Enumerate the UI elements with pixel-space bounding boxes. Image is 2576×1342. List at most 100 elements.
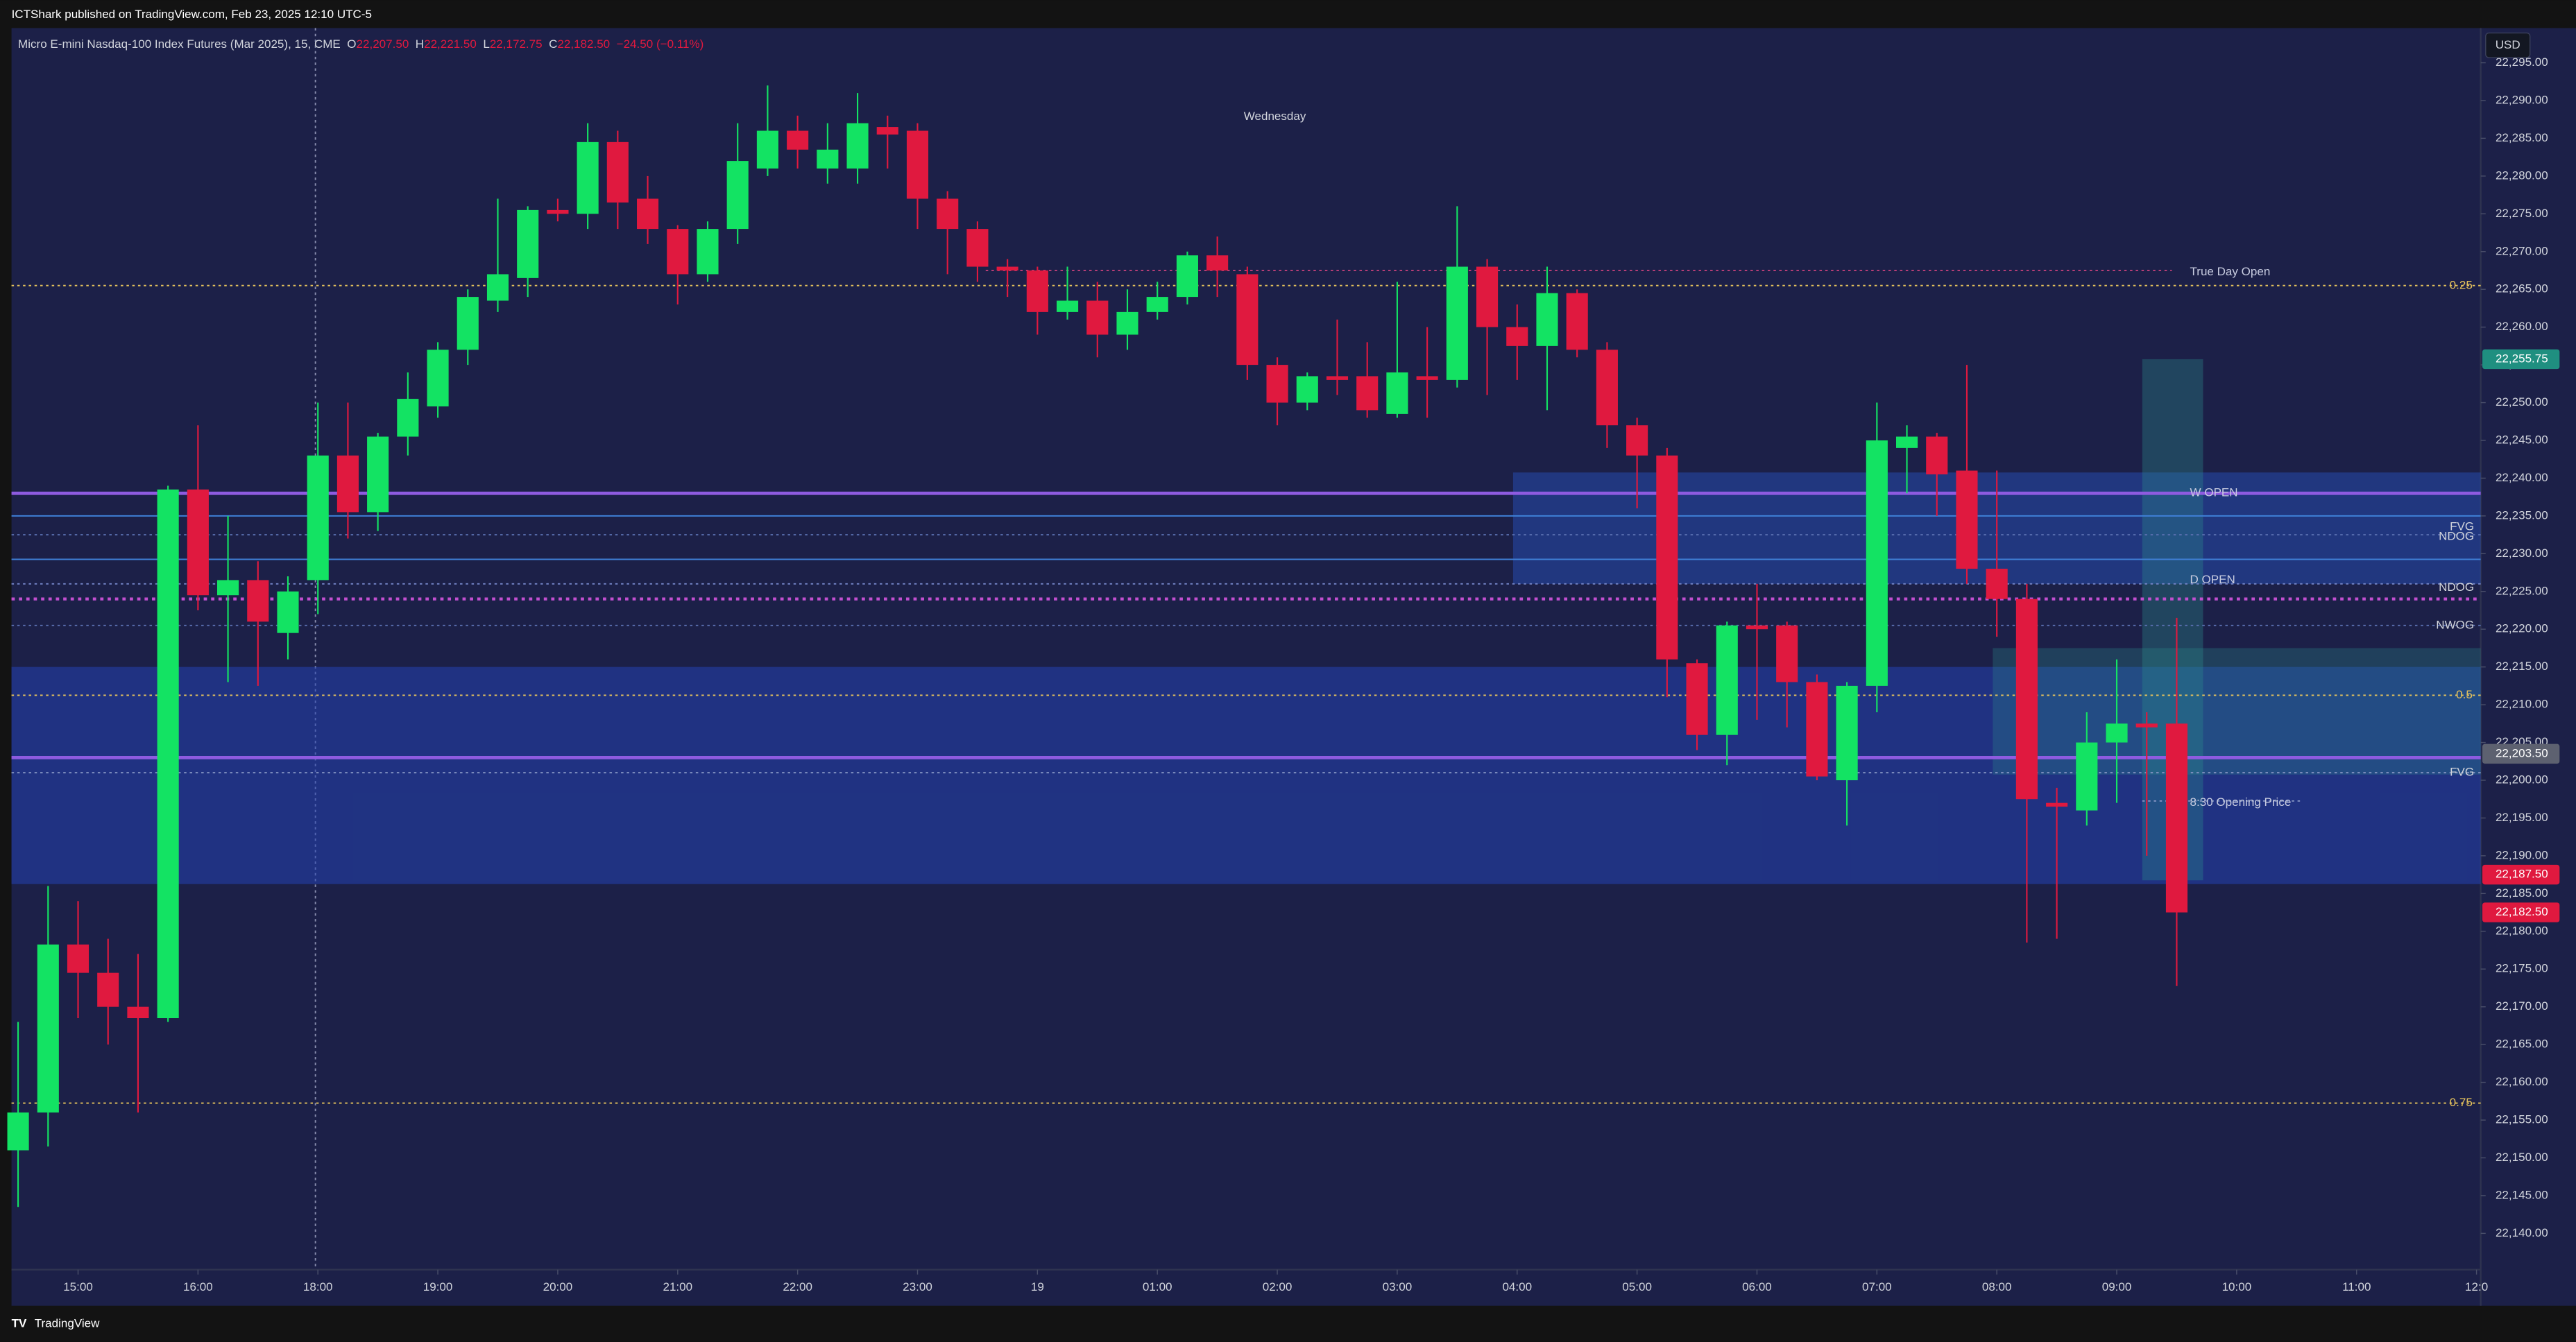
candle-body [1386,372,1408,414]
candle-body [1626,425,1648,456]
x-tick-label: 04:00 [1502,1280,1532,1293]
y-tick-label: 22,165.00 [2496,1038,2548,1051]
currency-box [2485,32,2531,58]
candle-body [1506,327,1528,346]
header: ICTShark published on TradingView.com, F… [12,8,372,21]
legend-key: H [416,37,424,51]
y-tick-label: 22,155.00 [2496,1113,2548,1126]
x-tick-label: 16:00 [183,1280,213,1293]
x-tick-label: 23:00 [903,1280,932,1293]
candle-body [1326,376,1349,380]
candle-body [187,489,209,596]
x-tick-label: 05:00 [1622,1280,1652,1293]
candle-body [2046,802,2068,807]
annotation: D OPEN [2190,573,2235,586]
x-tick-label: 15:00 [63,1280,93,1293]
zone [1993,648,2481,775]
price-tag-label: 22,187.50 [2496,868,2548,881]
price-tag [2482,349,2560,370]
candle-body [1776,625,1798,682]
candle-body [1446,266,1468,380]
candle-body [1266,365,1288,403]
y-tick-label: 22,280.00 [2496,169,2548,182]
y-tick-label: 22,215.00 [2496,660,2548,673]
candle-body [1536,293,1558,346]
candle-body [937,198,959,230]
candle-body [1057,300,1079,312]
candle-body [517,209,539,278]
candle-body [1866,440,1888,686]
candle-body [1895,436,1918,448]
candle-body [726,161,749,230]
y-tick-label: 22,240.00 [2496,471,2548,484]
candle-body [277,591,299,633]
x-tick-label: 20:00 [543,1280,573,1293]
currency: USD [2496,38,2520,51]
y-tick-label: 22,275.00 [2496,207,2548,220]
candle-body [157,489,179,1019]
y-tick-label: 22,175.00 [2496,962,2548,975]
price-tag [2482,864,2560,885]
candle-body [97,972,119,1007]
y-tick-label: 22,245.00 [2496,433,2548,446]
y-tick-label: 22,190.00 [2496,848,2548,861]
candle-body [307,455,329,580]
y-tick-label: 22,170.00 [2496,999,2548,1013]
legend: Micro E-mini Nasdaq-100 Index Futures (M… [18,37,703,51]
candle-body [667,229,689,275]
candle-body [367,436,389,513]
candle-body [336,455,359,513]
day-label: Wednesday [1244,110,1306,123]
symbol: Micro E-mini Nasdaq-100 Index Futures (M… [18,37,341,51]
annotation: FVG [2450,766,2474,779]
level-label: 0.5 [2456,688,2473,701]
candle-body [756,130,778,169]
candle-body [1986,569,2008,599]
y-tick-label: 22,285.00 [2496,131,2548,144]
y-tick-label: 22,235.00 [2496,508,2548,522]
y-tick-label: 22,210.00 [2496,698,2548,711]
candle-body [1716,625,1738,735]
y-tick-label: 22,150.00 [2496,1151,2548,1164]
x-tick-label: 12:0 [2465,1280,2488,1293]
candle-body [2106,723,2128,743]
y-tick-label: 22,265.00 [2496,282,2548,295]
y-tick-label: 22,295.00 [2496,55,2548,69]
footer-logo: TV [12,1316,27,1330]
price-tag-label: 22,203.50 [2496,746,2548,759]
candle-body [1416,376,1438,380]
y-tick-label: 22,230.00 [2496,547,2548,560]
x-tick-label: 22:00 [783,1280,812,1293]
candle-body [846,123,869,169]
x-tick-label: 11:00 [2342,1280,2371,1293]
candle-body [1476,266,1499,327]
legend-change: −24.50 (−0.11%) [617,37,704,51]
price-tag-label: 22,182.50 [2496,905,2548,918]
candle-body [127,1006,149,1019]
candle-body [1206,255,1229,270]
plot-background [11,28,2481,1306]
annotation: W OPEN [2190,486,2238,499]
x-tick-label: 02:00 [1263,1280,1293,1293]
y-tick-label: 22,270.00 [2496,244,2548,257]
x-tick-label: 09:00 [2102,1280,2132,1293]
candle-body [1086,300,1109,335]
candle-body [7,1112,29,1151]
candle-body [1746,625,1768,630]
candle-body [1836,685,1858,781]
candle-body [67,944,89,973]
candle-body [1926,436,1948,474]
candle-body [547,209,569,214]
x-tick-label: 07:00 [1862,1280,1892,1293]
annotation: True Day Open [2190,265,2271,278]
candle-body [966,229,989,267]
candle-body [817,149,839,169]
candle-body [637,198,659,230]
candle-body [1656,455,1678,660]
y-tick-label: 22,225.00 [2496,584,2548,597]
y-tick-label: 22,140.00 [2496,1226,2548,1239]
y-tick-label: 22,200.00 [2496,773,2548,786]
candle-body [1356,376,1379,411]
